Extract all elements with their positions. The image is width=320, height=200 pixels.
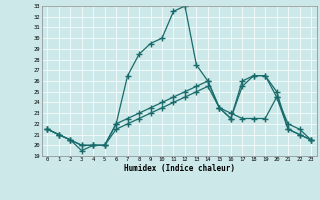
X-axis label: Humidex (Indice chaleur): Humidex (Indice chaleur) xyxy=(124,164,235,173)
